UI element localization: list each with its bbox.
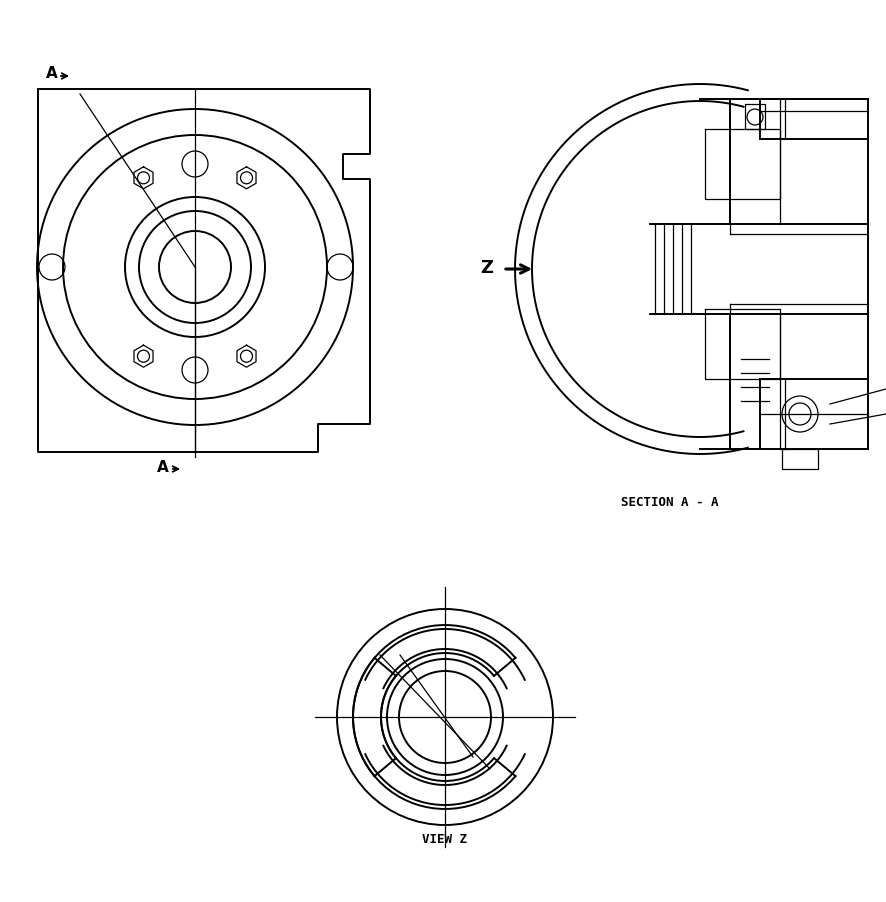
- Text: A: A: [157, 460, 169, 475]
- Text: Z: Z: [480, 259, 494, 277]
- Text: SECTION A - A: SECTION A - A: [621, 495, 719, 508]
- Text: VIEW Z: VIEW Z: [423, 833, 468, 845]
- Bar: [782, 449, 818, 469]
- Text: A: A: [46, 66, 58, 80]
- Bar: [745, 105, 765, 130]
